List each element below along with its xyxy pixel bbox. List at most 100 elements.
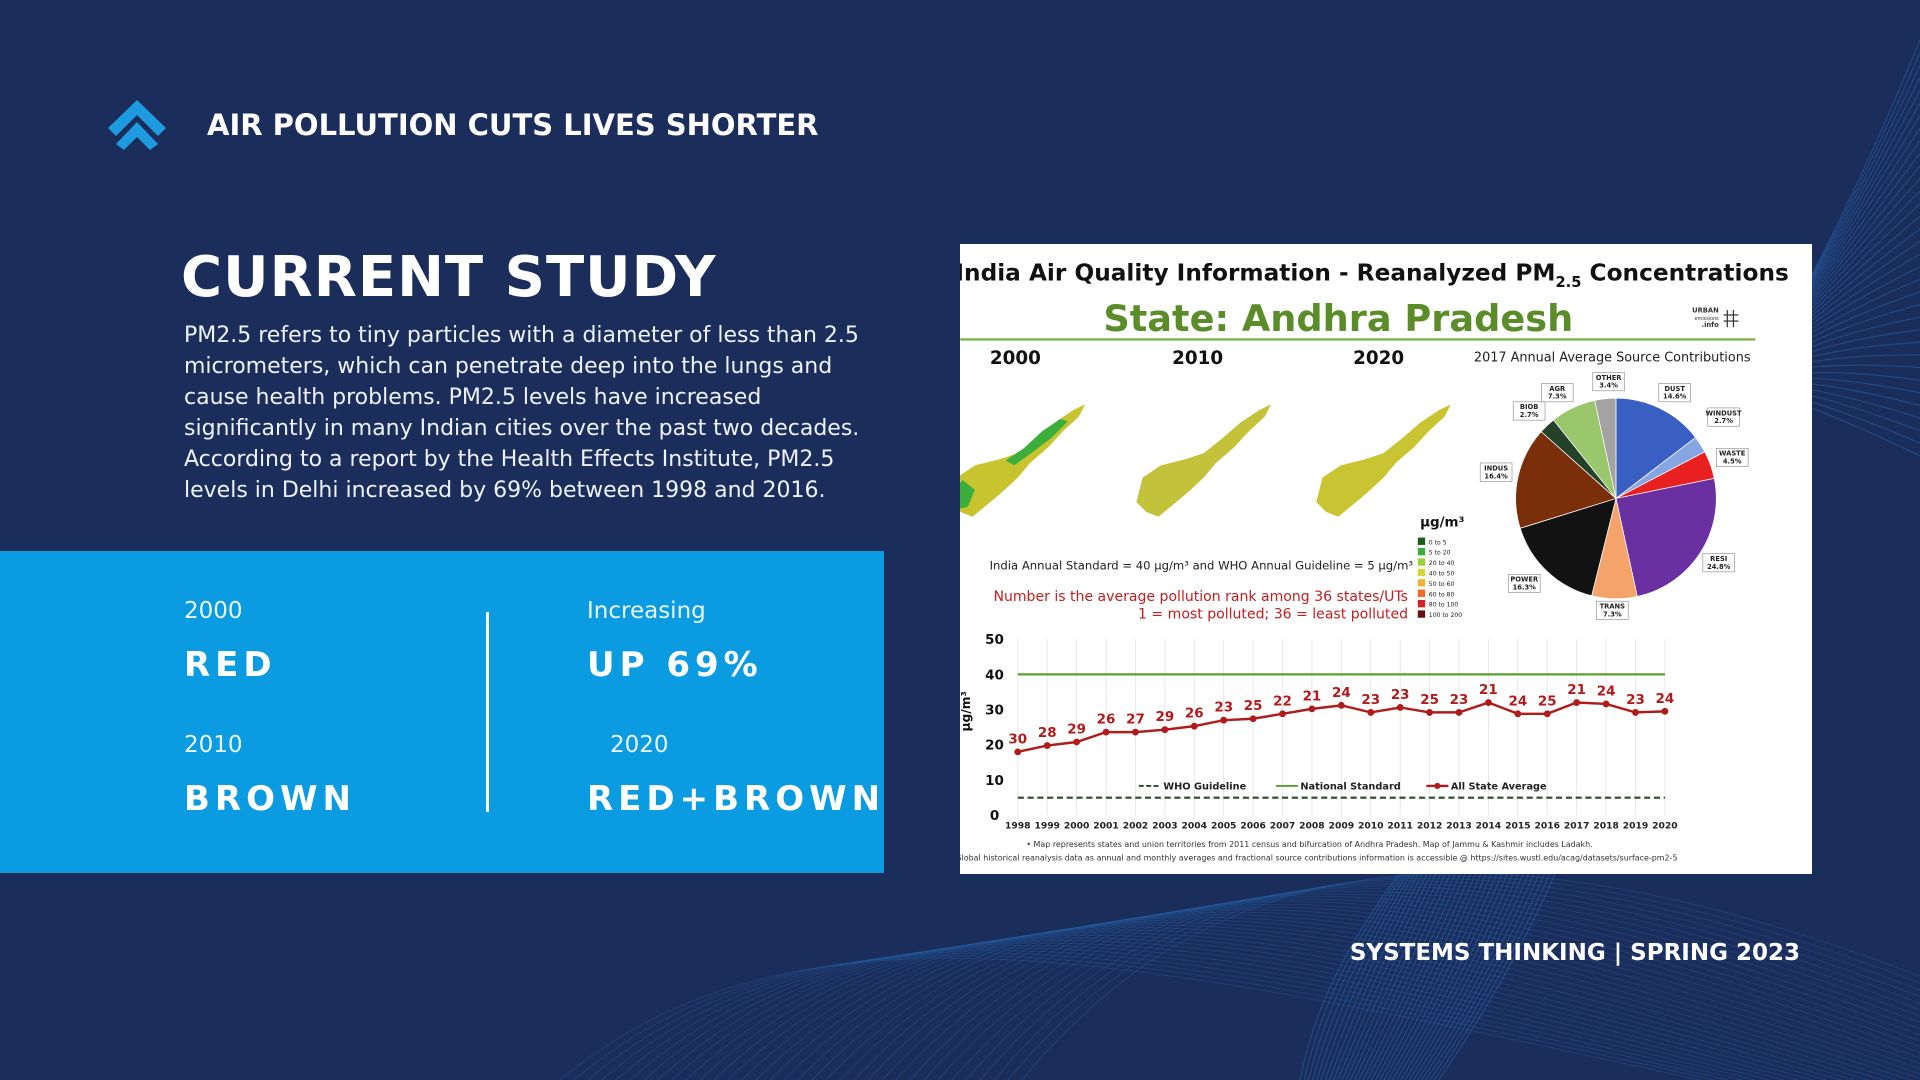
legend-label: 100 to 200 [1429,612,1462,619]
title-part: Concentrations [1581,260,1788,287]
stat-label: Increasing [587,598,706,624]
point [1102,728,1110,736]
logo-chevron [108,100,166,136]
rank-label: 21 [1567,683,1586,698]
rank-note: 1 = most polluted; 36 = least polluted [1138,606,1408,622]
stat-value: UP 69% [587,645,763,685]
state-title: State: Andhra Pradesh [1103,297,1573,340]
wave-line [1007,875,1920,1080]
pie-label-box [1592,372,1625,392]
point [1190,722,1198,730]
logo-text: URBAN [1692,307,1719,315]
x-tick-label: 2008 [1299,821,1324,832]
legend-label: 40 to 50 [1429,571,1455,578]
legend-swatch [1417,547,1426,556]
rank-label: 21 [1303,689,1322,704]
wave-line [643,942,1785,1080]
pie-label: AGR [1549,385,1566,393]
point [1632,708,1639,716]
legend-swatch [1434,782,1441,789]
wave-line [979,880,1920,1080]
pie-slice [1515,431,1617,529]
wave-line [839,906,1920,1080]
rank-label: 25 [1244,699,1263,714]
point [1308,705,1316,713]
wave-line [573,955,1715,1080]
legend-label: 80 to 100 [1429,602,1459,609]
wave-line [559,957,1701,1080]
map [960,404,1086,517]
rank-label: 30 [1008,732,1027,747]
x-tick-label: 2006 [1240,821,1265,832]
wave-line [657,939,1799,1080]
rank-label: 29 [1156,710,1175,725]
pie-slice [1615,397,1697,500]
rank-label: 21 [1479,683,1498,698]
x-tick-label: 2013 [1446,821,1471,832]
pie-label: TRANS [1600,603,1626,611]
pie-value-label: 16.3% [1513,584,1537,592]
footnote: • Map represents states and union territ… [1026,840,1592,849]
x-tick-label: 2020 [1652,821,1677,832]
pie-label: DUST [1664,385,1685,393]
pie-label: WINDUST [1706,409,1742,417]
point [1279,710,1286,718]
pie-label: WASTE [1719,450,1746,458]
legend-label: 20 to 40 [1429,560,1455,567]
legend-swatch [1417,589,1426,597]
pie-label: OTHER [1596,374,1623,382]
pie-value-label: 2.7% [1520,411,1539,419]
x-tick-label: 2004 [1182,821,1207,832]
pie-label: RESI [1710,555,1727,563]
wave-line [671,937,1813,1080]
pie-label-box [1512,401,1546,421]
pie-title: 2017 Annual Average Source Contributions [1474,350,1751,365]
point [1073,738,1081,746]
pie-label-box [1541,383,1574,403]
x-tick-label: 2001 [1093,821,1118,832]
stat-value: BROWN [184,779,356,819]
wave-line [601,950,1743,1080]
pie-label-box [1596,600,1629,620]
body-line: PM2.5 refers to tiny particles with a di… [184,323,859,348]
y-tick-label: 20 [985,739,1004,754]
legend-swatch [1417,558,1426,566]
legend-swatch [1417,568,1426,577]
x-tick-label: 2007 [1270,821,1295,832]
pie-label: POWER [1510,576,1539,584]
footnote: Global historical reanalysis data as ann… [960,854,1677,863]
rank-label: 25 [1420,693,1439,708]
wave-line [685,934,1827,1080]
body-line: cause health problems. PM2.5 levels have… [184,385,762,410]
logo [108,100,166,150]
point [1337,701,1345,709]
x-tick-label: 1999 [1034,821,1059,832]
stat-label: 2010 [184,732,243,758]
x-tick-label: 2010 [1358,821,1383,832]
wave-line [965,883,1920,1080]
x-tick-label: 2012 [1417,821,1442,832]
rank-label: 26 [1185,707,1204,722]
rank-note: Number is the average pollution rank amo… [993,589,1408,605]
x-tick-label: 1998 [1005,821,1030,832]
point [1367,708,1375,716]
map-year: 2000 [990,348,1041,369]
x-tick-label: 2003 [1152,821,1177,832]
legend-label: National Standard [1300,782,1400,793]
stat-label: 2000 [184,598,243,624]
stat-value: RED [184,645,277,685]
standard-note: India Annual Standard = 40 µg/m³ and WHO… [990,558,1414,572]
logo-text: .info [1702,321,1720,329]
x-tick-label: 2019 [1623,821,1648,832]
wave-line [951,885,1920,1080]
pie-slice [1519,497,1617,597]
point [1573,699,1581,706]
rank-label: 24 [1332,686,1351,701]
point [1249,715,1257,723]
y-tick-label: 10 [985,774,1004,789]
wave-line [811,911,1920,1080]
pie-label: INDUS [1484,464,1508,472]
stat-label: 2020 [610,732,669,758]
wave-line [909,893,1920,1080]
point [1484,699,1492,706]
